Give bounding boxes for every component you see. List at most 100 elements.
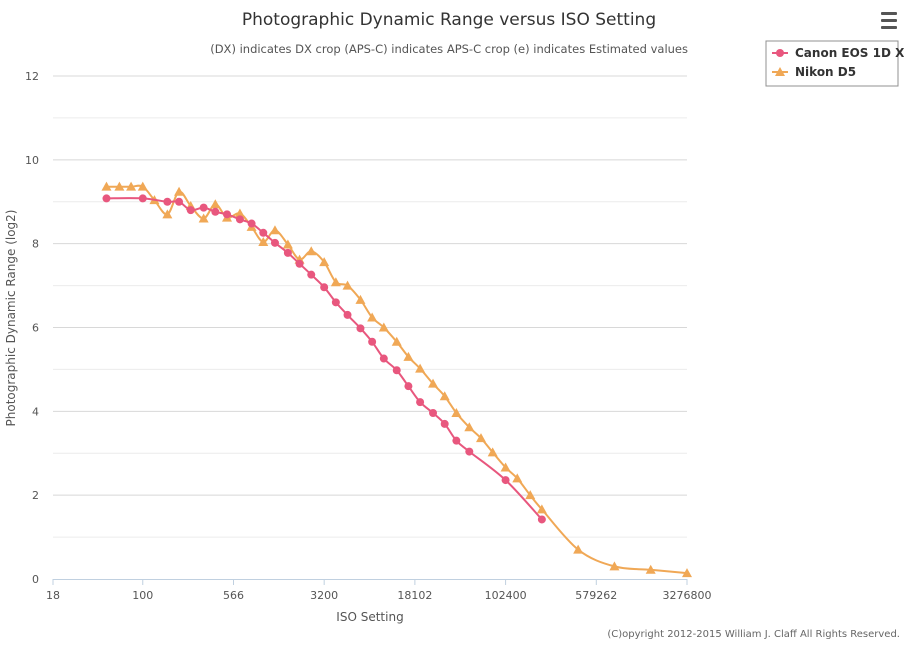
x-tick-label: 3276800 <box>663 589 712 602</box>
data-point[interactable] <box>330 277 341 287</box>
data-point[interactable] <box>379 354 388 363</box>
data-point[interactable] <box>342 280 353 290</box>
grid <box>53 75 687 538</box>
legend-marker-icon[interactable] <box>775 67 785 76</box>
series-1 <box>101 181 692 578</box>
hamburger-line-icon <box>881 26 897 29</box>
data-point[interactable] <box>258 236 269 246</box>
hamburger-line-icon <box>881 12 897 15</box>
data-point[interactable] <box>247 219 256 228</box>
data-point[interactable] <box>573 544 584 554</box>
data-point[interactable] <box>367 312 378 322</box>
data-point[interactable] <box>415 363 426 373</box>
data-point[interactable] <box>186 206 195 215</box>
data-point[interactable] <box>475 433 486 443</box>
data-point[interactable] <box>307 270 316 279</box>
legend-item[interactable]: Nikon D5 <box>772 65 856 79</box>
data-point[interactable] <box>439 391 450 401</box>
legend-item[interactable]: Canon EOS 1D X <box>772 46 904 60</box>
data-point[interactable] <box>512 473 523 483</box>
data-point[interactable] <box>465 447 474 456</box>
data-point[interactable] <box>102 194 111 203</box>
chart-menu-button[interactable] <box>874 8 904 34</box>
x-tick-label: 102400 <box>485 589 527 602</box>
data-point[interactable] <box>378 322 389 332</box>
x-tick-label: 3200 <box>310 589 338 602</box>
data-point[interactable] <box>126 181 137 191</box>
data-point[interactable] <box>368 337 377 346</box>
data-point[interactable] <box>163 197 172 206</box>
data-point[interactable] <box>525 490 536 500</box>
data-point[interactable] <box>223 210 232 219</box>
data-point[interactable] <box>210 199 221 209</box>
legend-box <box>765 40 899 87</box>
data-point[interactable] <box>391 336 402 346</box>
data-point[interactable] <box>295 259 304 268</box>
data-point[interactable] <box>198 213 209 223</box>
data-point[interactable] <box>404 382 413 391</box>
data-point[interactable] <box>174 186 185 196</box>
data-point[interactable] <box>429 409 438 418</box>
y-tick-label: 12 <box>25 70 39 83</box>
data-point[interactable] <box>500 462 511 472</box>
data-point[interactable] <box>487 447 498 457</box>
data-point[interactable] <box>452 436 461 445</box>
data-point[interactable] <box>162 209 173 219</box>
y-tick-label: 0 <box>32 573 39 586</box>
data-point[interactable] <box>319 257 330 267</box>
series-0 <box>102 194 546 524</box>
legend-marker-icon[interactable] <box>776 49 784 57</box>
data-point[interactable] <box>259 228 268 237</box>
data-point[interactable] <box>175 197 184 206</box>
data-point[interactable] <box>537 515 546 524</box>
data-point[interactable] <box>199 203 208 212</box>
y-tick-label: 6 <box>32 322 39 335</box>
data-point[interactable] <box>356 324 365 333</box>
chart-title: Photographic Dynamic Range versus ISO Se… <box>242 10 656 30</box>
data-point[interactable] <box>320 283 329 292</box>
y-axis-title: Photographic Dynamic Range (log2) <box>4 210 18 427</box>
data-point[interactable] <box>270 238 279 247</box>
data-point[interactable] <box>609 561 620 571</box>
data-point[interactable] <box>283 248 292 257</box>
data-point[interactable] <box>138 194 147 203</box>
data-point[interactable] <box>403 351 414 361</box>
series-line[interactable] <box>106 197 543 521</box>
data-point[interactable] <box>235 215 244 224</box>
data-point[interactable] <box>234 208 245 218</box>
data-point[interactable] <box>501 476 510 485</box>
x-tick-label: 18102 <box>397 589 432 602</box>
legend-label: Nikon D5 <box>795 65 856 79</box>
x-tick-label: 18 <box>46 589 60 602</box>
x-tick-label: 100 <box>132 589 153 602</box>
chart-subtitle: (DX) indicates DX crop (APS-C) indicates… <box>210 42 688 56</box>
data-point[interactable] <box>114 181 125 191</box>
data-point[interactable] <box>416 398 425 407</box>
data-point[interactable] <box>355 294 366 304</box>
data-point[interactable] <box>282 239 293 249</box>
x-tick-label: 566 <box>223 589 244 602</box>
data-point[interactable] <box>269 225 280 235</box>
data-point[interactable] <box>306 246 317 256</box>
data-point[interactable] <box>137 181 148 191</box>
series-group <box>101 181 692 578</box>
data-point[interactable] <box>211 207 220 216</box>
data-point[interactable] <box>331 298 340 307</box>
x-tick-label: 579262 <box>575 589 617 602</box>
y-tick-label: 2 <box>32 489 39 502</box>
legend: Canon EOS 1D X Nikon D5 <box>765 40 904 87</box>
y-tick-label: 8 <box>32 238 39 251</box>
data-point[interactable] <box>682 568 692 578</box>
data-point[interactable] <box>440 419 449 428</box>
data-point[interactable] <box>451 408 462 418</box>
data-point[interactable] <box>392 366 401 375</box>
data-point[interactable] <box>464 422 475 432</box>
data-point[interactable] <box>536 504 547 514</box>
data-point[interactable] <box>645 564 656 574</box>
data-point[interactable] <box>428 378 439 388</box>
copyright-credits: (C)opyright 2012-2015 William J. Claff A… <box>607 629 900 640</box>
data-point[interactable] <box>343 310 352 319</box>
data-point[interactable] <box>101 181 112 191</box>
hamburger-line-icon <box>881 19 897 22</box>
